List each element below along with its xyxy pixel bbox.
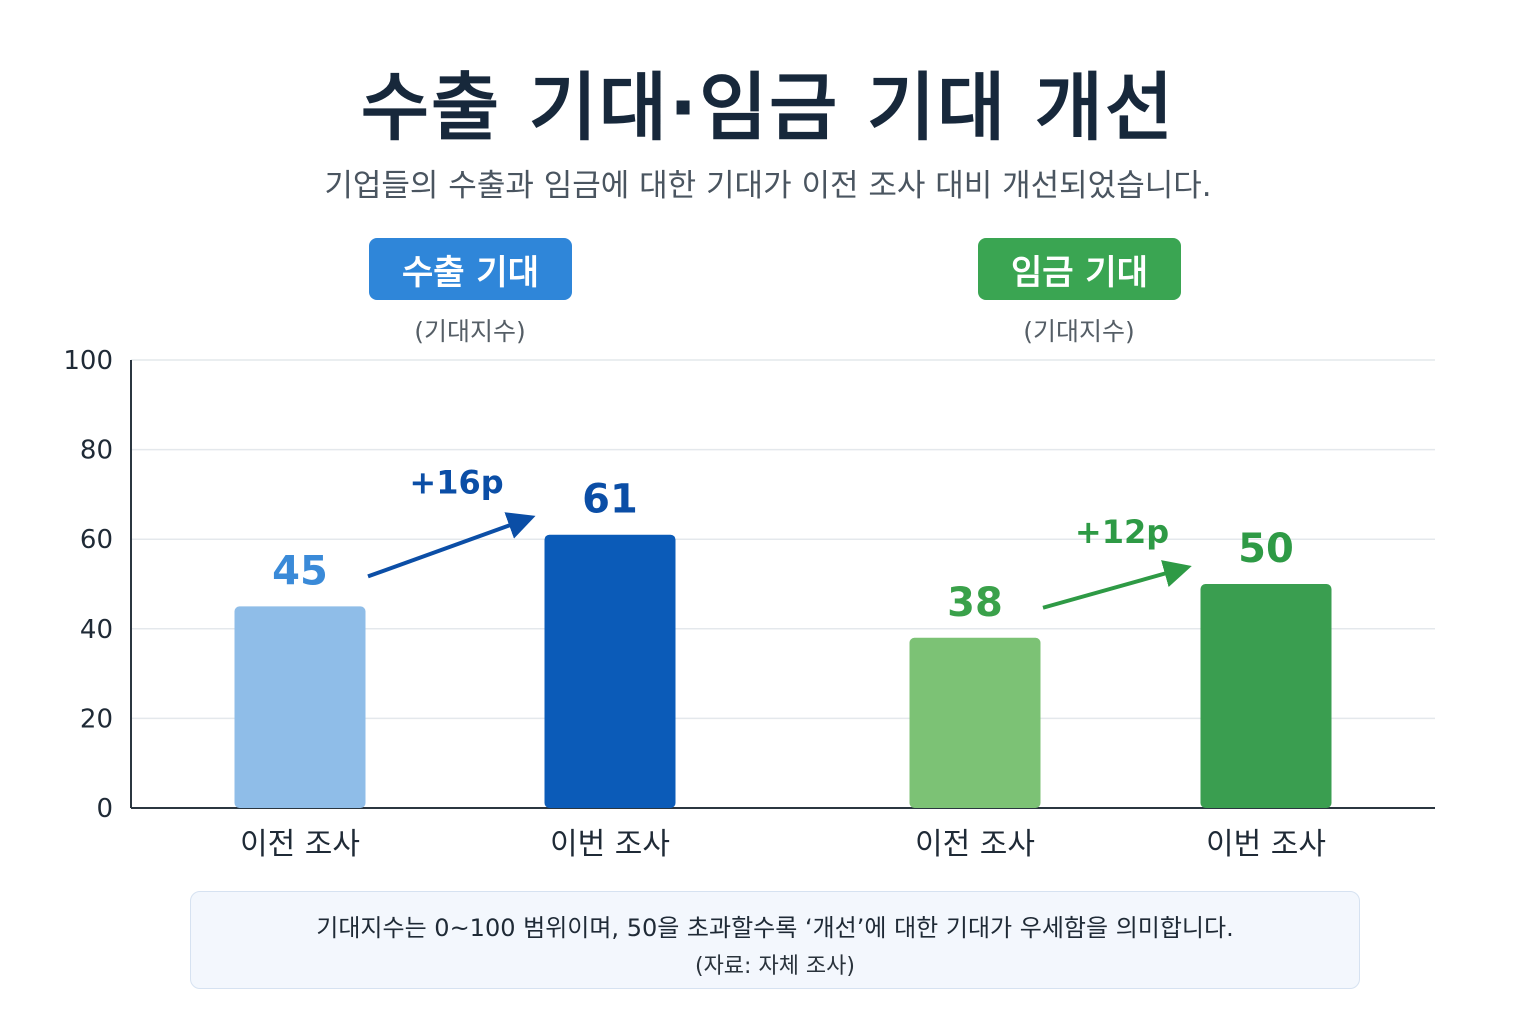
x-tick-label: 이전 조사 <box>240 827 360 862</box>
wage-expectation-badge: 임금 기대 <box>978 238 1181 300</box>
bar-value-label: 45 <box>272 548 328 594</box>
footnote-text: 기대지수는 0~100 범위이며, 50을 초과할수록 ‘개선’에 대한 기대가… <box>316 914 1234 942</box>
chart-title: 수출 기대·임금 기대 개선 <box>360 65 1176 151</box>
bar-value-label: 38 <box>947 580 1003 626</box>
y-tick-label: 60 <box>80 525 113 555</box>
y-tick-label: 80 <box>80 436 113 466</box>
y-tick-label: 100 <box>63 346 113 376</box>
y-tick-label: 40 <box>80 615 113 645</box>
bar <box>909 637 1041 808</box>
footnote-box: 기대지수는 0~100 범위이며, 50을 초과할수록 ‘개선’에 대한 기대가… <box>190 891 1360 989</box>
chart-subtitle: 기업들의 수출과 임금에 대한 기대가 이전 조사 대비 개선되었습니다. <box>324 168 1212 204</box>
wage-unit-label: (기대지수) <box>1023 317 1135 346</box>
change-label: +12p <box>1075 513 1169 551</box>
x-tick-label: 이전 조사 <box>915 827 1035 862</box>
footnote-source: (자료: 자체 조사) <box>694 954 855 979</box>
x-tick-label: 이번 조사 <box>1206 827 1326 862</box>
x-tick-label: 이번 조사 <box>550 827 670 862</box>
bar <box>234 606 366 808</box>
export-unit-label: (기대지수) <box>414 317 526 346</box>
y-tick-label: 0 <box>96 794 113 824</box>
change-arrow <box>367 512 536 579</box>
change-label: +16p <box>409 464 503 502</box>
change-arrow <box>1042 560 1192 610</box>
export-expectation-badge: 수출 기대 <box>369 238 572 300</box>
bar <box>544 534 676 808</box>
bar-value-label: 61 <box>582 477 638 523</box>
y-tick-label: 20 <box>80 704 113 734</box>
bar <box>1200 584 1332 808</box>
bar-value-label: 50 <box>1238 526 1294 572</box>
